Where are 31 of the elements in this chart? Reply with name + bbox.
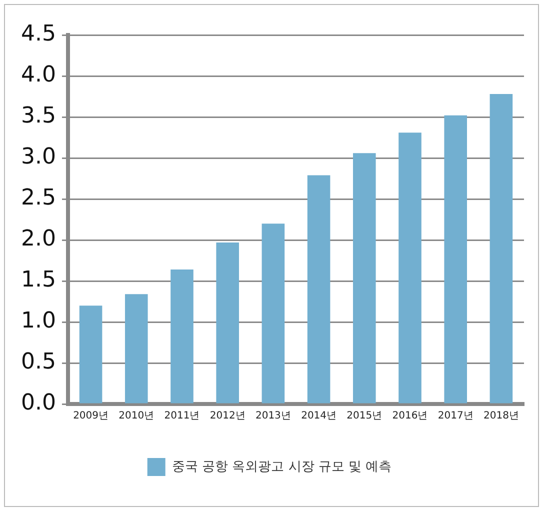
y-tick-label: 2.5 xyxy=(20,186,56,211)
bar xyxy=(262,224,285,404)
bar xyxy=(444,115,467,404)
x-tick-label: 2012년 xyxy=(210,410,246,422)
x-tick-label: 2016년 xyxy=(392,410,428,422)
x-tick-label: 2014년 xyxy=(301,410,337,422)
y-tick-label: 4.0 xyxy=(20,62,56,88)
x-tick-label: 2011년 xyxy=(164,410,200,422)
bar xyxy=(352,153,376,404)
y-tick-label: 2.0 xyxy=(20,226,56,252)
bar xyxy=(124,294,148,404)
x-tick-label: 2017년 xyxy=(438,410,474,422)
bar xyxy=(307,175,330,404)
y-tick-label: 0.0 xyxy=(20,390,56,416)
y-tick-label: 1.5 xyxy=(20,268,56,293)
y-tick-label: 3.0 xyxy=(20,144,56,170)
legend-label: 중국 공항 옥외광고 시장 규모 및 예측 xyxy=(172,459,392,474)
y-tick-label: 0.5 xyxy=(20,350,56,375)
bar xyxy=(490,94,513,404)
bar xyxy=(79,306,102,404)
x-tick-label: 2009년 xyxy=(73,410,109,422)
y-tick-label: 3.5 xyxy=(20,104,56,129)
y-tick-label: 4.5 xyxy=(20,22,56,47)
x-tick-label: 2013년 xyxy=(255,410,291,422)
x-tick-label: 2015년 xyxy=(346,410,382,422)
bar xyxy=(398,132,422,404)
bar xyxy=(216,242,239,404)
x-tick-label: 2018년 xyxy=(483,410,519,422)
x-tick-label: 2010년 xyxy=(118,410,154,422)
bar xyxy=(170,270,194,404)
y-tick-label: 1.0 xyxy=(20,308,56,334)
